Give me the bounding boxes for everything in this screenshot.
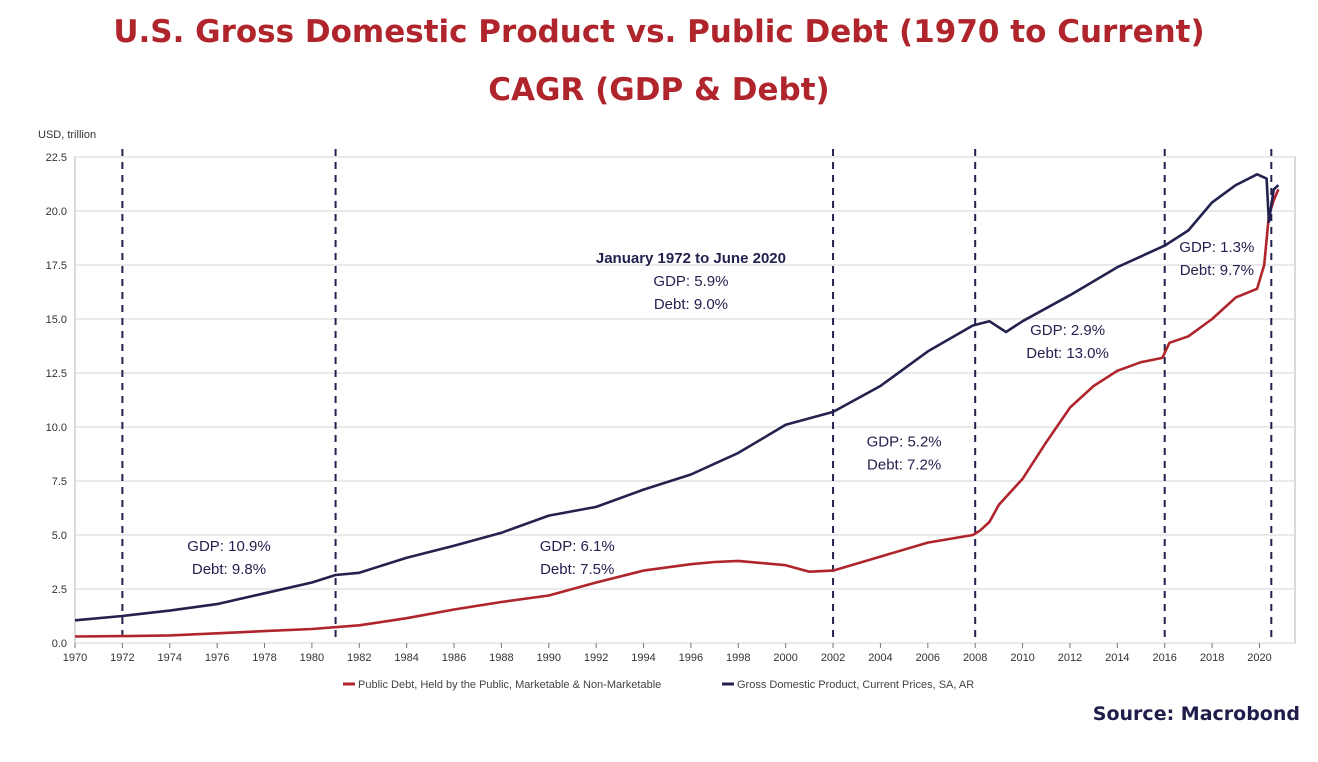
x-tick-label: 1974 bbox=[158, 652, 182, 664]
x-tick-label: 2004 bbox=[868, 652, 892, 664]
x-tick-label: 1996 bbox=[679, 652, 703, 664]
x-tick-label: 1998 bbox=[726, 652, 750, 664]
legend-label-gdp: Gross Domestic Product, Current Prices, … bbox=[737, 679, 974, 691]
cagr-annotation: Debt: 7.5% bbox=[540, 561, 614, 578]
x-tick-label: 2010 bbox=[1010, 652, 1034, 664]
cagr-annotation: Debt: 9.7% bbox=[1180, 262, 1254, 279]
x-tick-label: 1982 bbox=[347, 652, 371, 664]
cagr-annotation: GDP: 2.9% bbox=[1030, 322, 1105, 339]
y-tick-label: 2.5 bbox=[52, 584, 67, 596]
y-axis-label: USD, trillion bbox=[38, 129, 97, 141]
x-tick-label: 1970 bbox=[63, 652, 87, 664]
x-tick-label: 2016 bbox=[1152, 652, 1176, 664]
gdp-series-line bbox=[74, 173, 1280, 622]
x-tick-label: 2012 bbox=[1058, 652, 1082, 664]
y-tick-label: 22.5 bbox=[46, 152, 67, 164]
y-tick-label: 0.0 bbox=[52, 638, 67, 650]
cagr-annotation: Debt: 9.0% bbox=[654, 296, 728, 313]
x-tick-label: 1972 bbox=[110, 652, 134, 664]
x-tick-label: 1988 bbox=[489, 652, 513, 664]
y-tick-label: 12.5 bbox=[46, 368, 67, 380]
x-tick-label: 2000 bbox=[773, 652, 797, 664]
x-tick-label: 1986 bbox=[442, 652, 466, 664]
y-tick-label: 20.0 bbox=[46, 206, 67, 218]
y-tick-label: 5.0 bbox=[52, 530, 67, 542]
x-tick-label: 1980 bbox=[300, 652, 324, 664]
legend-label-debt: Public Debt, Held by the Public, Marketa… bbox=[358, 679, 661, 691]
x-tick-label: 1992 bbox=[584, 652, 608, 664]
y-tick-label: 17.5 bbox=[46, 260, 67, 272]
cagr-annotation: GDP: 1.3% bbox=[1179, 239, 1254, 256]
cagr-annotation: GDP: 5.2% bbox=[867, 433, 942, 450]
cagr-annotation: Debt: 7.2% bbox=[867, 456, 941, 473]
x-tick-label: 1994 bbox=[631, 652, 655, 664]
chart-title: U.S. Gross Domestic Product vs. Public D… bbox=[113, 14, 1205, 50]
y-tick-label: 7.5 bbox=[52, 476, 67, 488]
cagr-annotation: Debt: 9.8% bbox=[192, 561, 266, 578]
x-tick-label: 2002 bbox=[821, 652, 845, 664]
line-chart: 0.0 2.5 5.0 7.5 10.0 12.5 15.0 17.5 20.0 22.5 1970… bbox=[46, 149, 1296, 691]
x-tick-label: 2006 bbox=[916, 652, 940, 664]
x-tick-label: 2014 bbox=[1105, 652, 1129, 664]
x-tick-label: 1978 bbox=[252, 652, 276, 664]
x-tick-label: 2008 bbox=[963, 652, 987, 664]
debt-series-line bbox=[74, 188, 1280, 638]
x-tick-label: 2018 bbox=[1200, 652, 1224, 664]
y-tick-label: 10.0 bbox=[46, 422, 67, 434]
source-note: Source: Macrobond bbox=[1092, 703, 1300, 725]
cagr-annotation: GDP: 10.9% bbox=[187, 538, 270, 555]
x-tick-label: 1976 bbox=[205, 652, 229, 664]
cagr-annotation: GDP: 6.1% bbox=[540, 538, 615, 555]
chart-subtitle: CAGR (GDP & Debt) bbox=[488, 72, 830, 108]
y-tick-label: 15.0 bbox=[46, 314, 67, 326]
cagr-annotation: GDP: 5.9% bbox=[653, 273, 728, 290]
x-tick-label: 1990 bbox=[537, 652, 561, 664]
x-tick-label: 1984 bbox=[394, 652, 418, 664]
cagr-annotation: January 1972 to June 2020 bbox=[596, 250, 786, 267]
x-tick-label: 2020 bbox=[1247, 652, 1271, 664]
cagr-annotation: Debt: 13.0% bbox=[1026, 345, 1109, 362]
